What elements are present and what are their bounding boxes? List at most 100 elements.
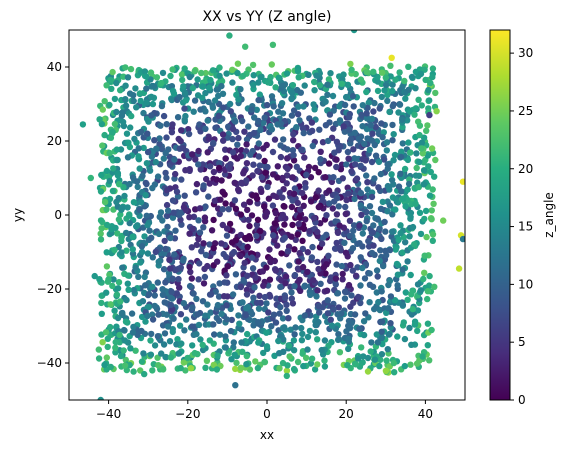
scatter-point <box>128 310 136 317</box>
scatter-point <box>223 316 230 323</box>
scatter-point <box>107 363 115 371</box>
scatter-point <box>296 249 303 257</box>
scatter-point <box>342 210 349 218</box>
scatter-point <box>101 198 109 206</box>
scatter-point <box>123 296 130 304</box>
scatter-point <box>371 99 378 107</box>
scatter-point <box>335 336 343 343</box>
scatter-point <box>98 292 105 299</box>
scatter-point <box>213 366 221 373</box>
scatter-point <box>192 206 199 213</box>
scatter-point <box>264 183 271 191</box>
scatter-point <box>249 61 257 69</box>
scatter-point <box>113 291 121 298</box>
scatter-point <box>385 305 392 312</box>
scatter-point <box>204 301 211 308</box>
scatter-point <box>392 246 399 253</box>
colorbar-tick-label: 15 <box>518 220 533 234</box>
scatter-point <box>190 290 197 297</box>
scatter-point <box>281 203 288 210</box>
scatter-point <box>218 82 225 90</box>
scatter-point-outlier <box>87 174 95 182</box>
scatter-point <box>389 211 396 218</box>
scatter-point <box>295 258 302 265</box>
scatter-point <box>121 327 128 334</box>
scatter-point <box>374 273 381 280</box>
scatter-point <box>350 227 357 234</box>
scatter-point <box>220 293 228 300</box>
scatter-point <box>276 365 283 372</box>
scatter-point <box>419 353 426 360</box>
scatter-point <box>309 142 316 150</box>
scatter-point <box>414 327 421 335</box>
scatter-point <box>235 186 242 193</box>
scatter-point <box>384 161 391 168</box>
scatter-point <box>215 317 223 324</box>
scatter-point <box>154 333 162 340</box>
scatter-point <box>265 309 272 316</box>
scatter-point <box>151 137 158 144</box>
colorbar-label: z_angle <box>542 192 556 238</box>
scatter-point <box>314 361 321 368</box>
scatter-point <box>288 203 296 211</box>
scatter-point <box>195 321 203 329</box>
y-tick-label: 40 <box>47 60 62 74</box>
scatter-point <box>293 163 300 170</box>
x-tick-label: 20 <box>339 407 354 421</box>
scatter-point <box>141 273 148 281</box>
scatter-points <box>79 30 465 400</box>
scatter-point <box>154 354 161 361</box>
scatter-point <box>231 179 238 186</box>
scatter-point <box>180 300 187 307</box>
scatter-point <box>255 117 262 125</box>
scatter-point <box>385 331 393 338</box>
scatter-point <box>340 71 347 78</box>
scatter-point <box>268 126 276 133</box>
scatter-point <box>394 282 401 289</box>
scatter-point <box>350 222 358 229</box>
scatter-point <box>148 93 155 101</box>
scatter-point <box>254 364 262 372</box>
scatter-point <box>397 229 404 237</box>
scatter-point <box>159 322 167 329</box>
scatter-point <box>373 289 380 296</box>
scatter-point-outlier <box>79 121 87 128</box>
scatter-point <box>339 276 346 283</box>
scatter-point <box>248 106 255 113</box>
scatter-point <box>220 104 227 111</box>
scatter-point <box>373 331 380 338</box>
scatter-point <box>359 264 366 272</box>
scatter-point <box>298 324 305 332</box>
scatter-point <box>237 86 244 93</box>
scatter-point <box>126 219 133 227</box>
scatter-point <box>399 140 406 147</box>
scatter-point <box>354 264 361 271</box>
scatter-point <box>216 72 223 80</box>
scatter-point <box>235 312 242 319</box>
scatter-point <box>334 194 341 202</box>
scatter-point <box>312 329 319 336</box>
scatter-point <box>426 357 433 364</box>
scatter-point-outlier <box>97 396 104 400</box>
y-axis-label: yy <box>11 208 25 222</box>
scatter-point <box>209 67 217 74</box>
scatter-point <box>229 149 237 156</box>
scatter-point <box>416 158 423 166</box>
scatter-point <box>294 68 302 75</box>
scatter-point <box>257 227 264 235</box>
scatter-point <box>249 265 257 272</box>
scatter-point <box>280 336 287 343</box>
scatter-point <box>283 172 291 179</box>
scatter-point <box>304 346 311 353</box>
scatter-point <box>380 262 387 270</box>
scatter-point <box>332 281 339 288</box>
scatter-point <box>140 109 147 117</box>
scatter-point <box>409 305 416 313</box>
scatter-point <box>286 353 293 360</box>
scatter-point <box>388 176 396 184</box>
scatter-point <box>219 131 227 138</box>
scatter-point <box>244 272 251 279</box>
scatter-point <box>218 310 225 317</box>
scatter-point <box>197 106 204 113</box>
scatter-point <box>109 68 116 76</box>
